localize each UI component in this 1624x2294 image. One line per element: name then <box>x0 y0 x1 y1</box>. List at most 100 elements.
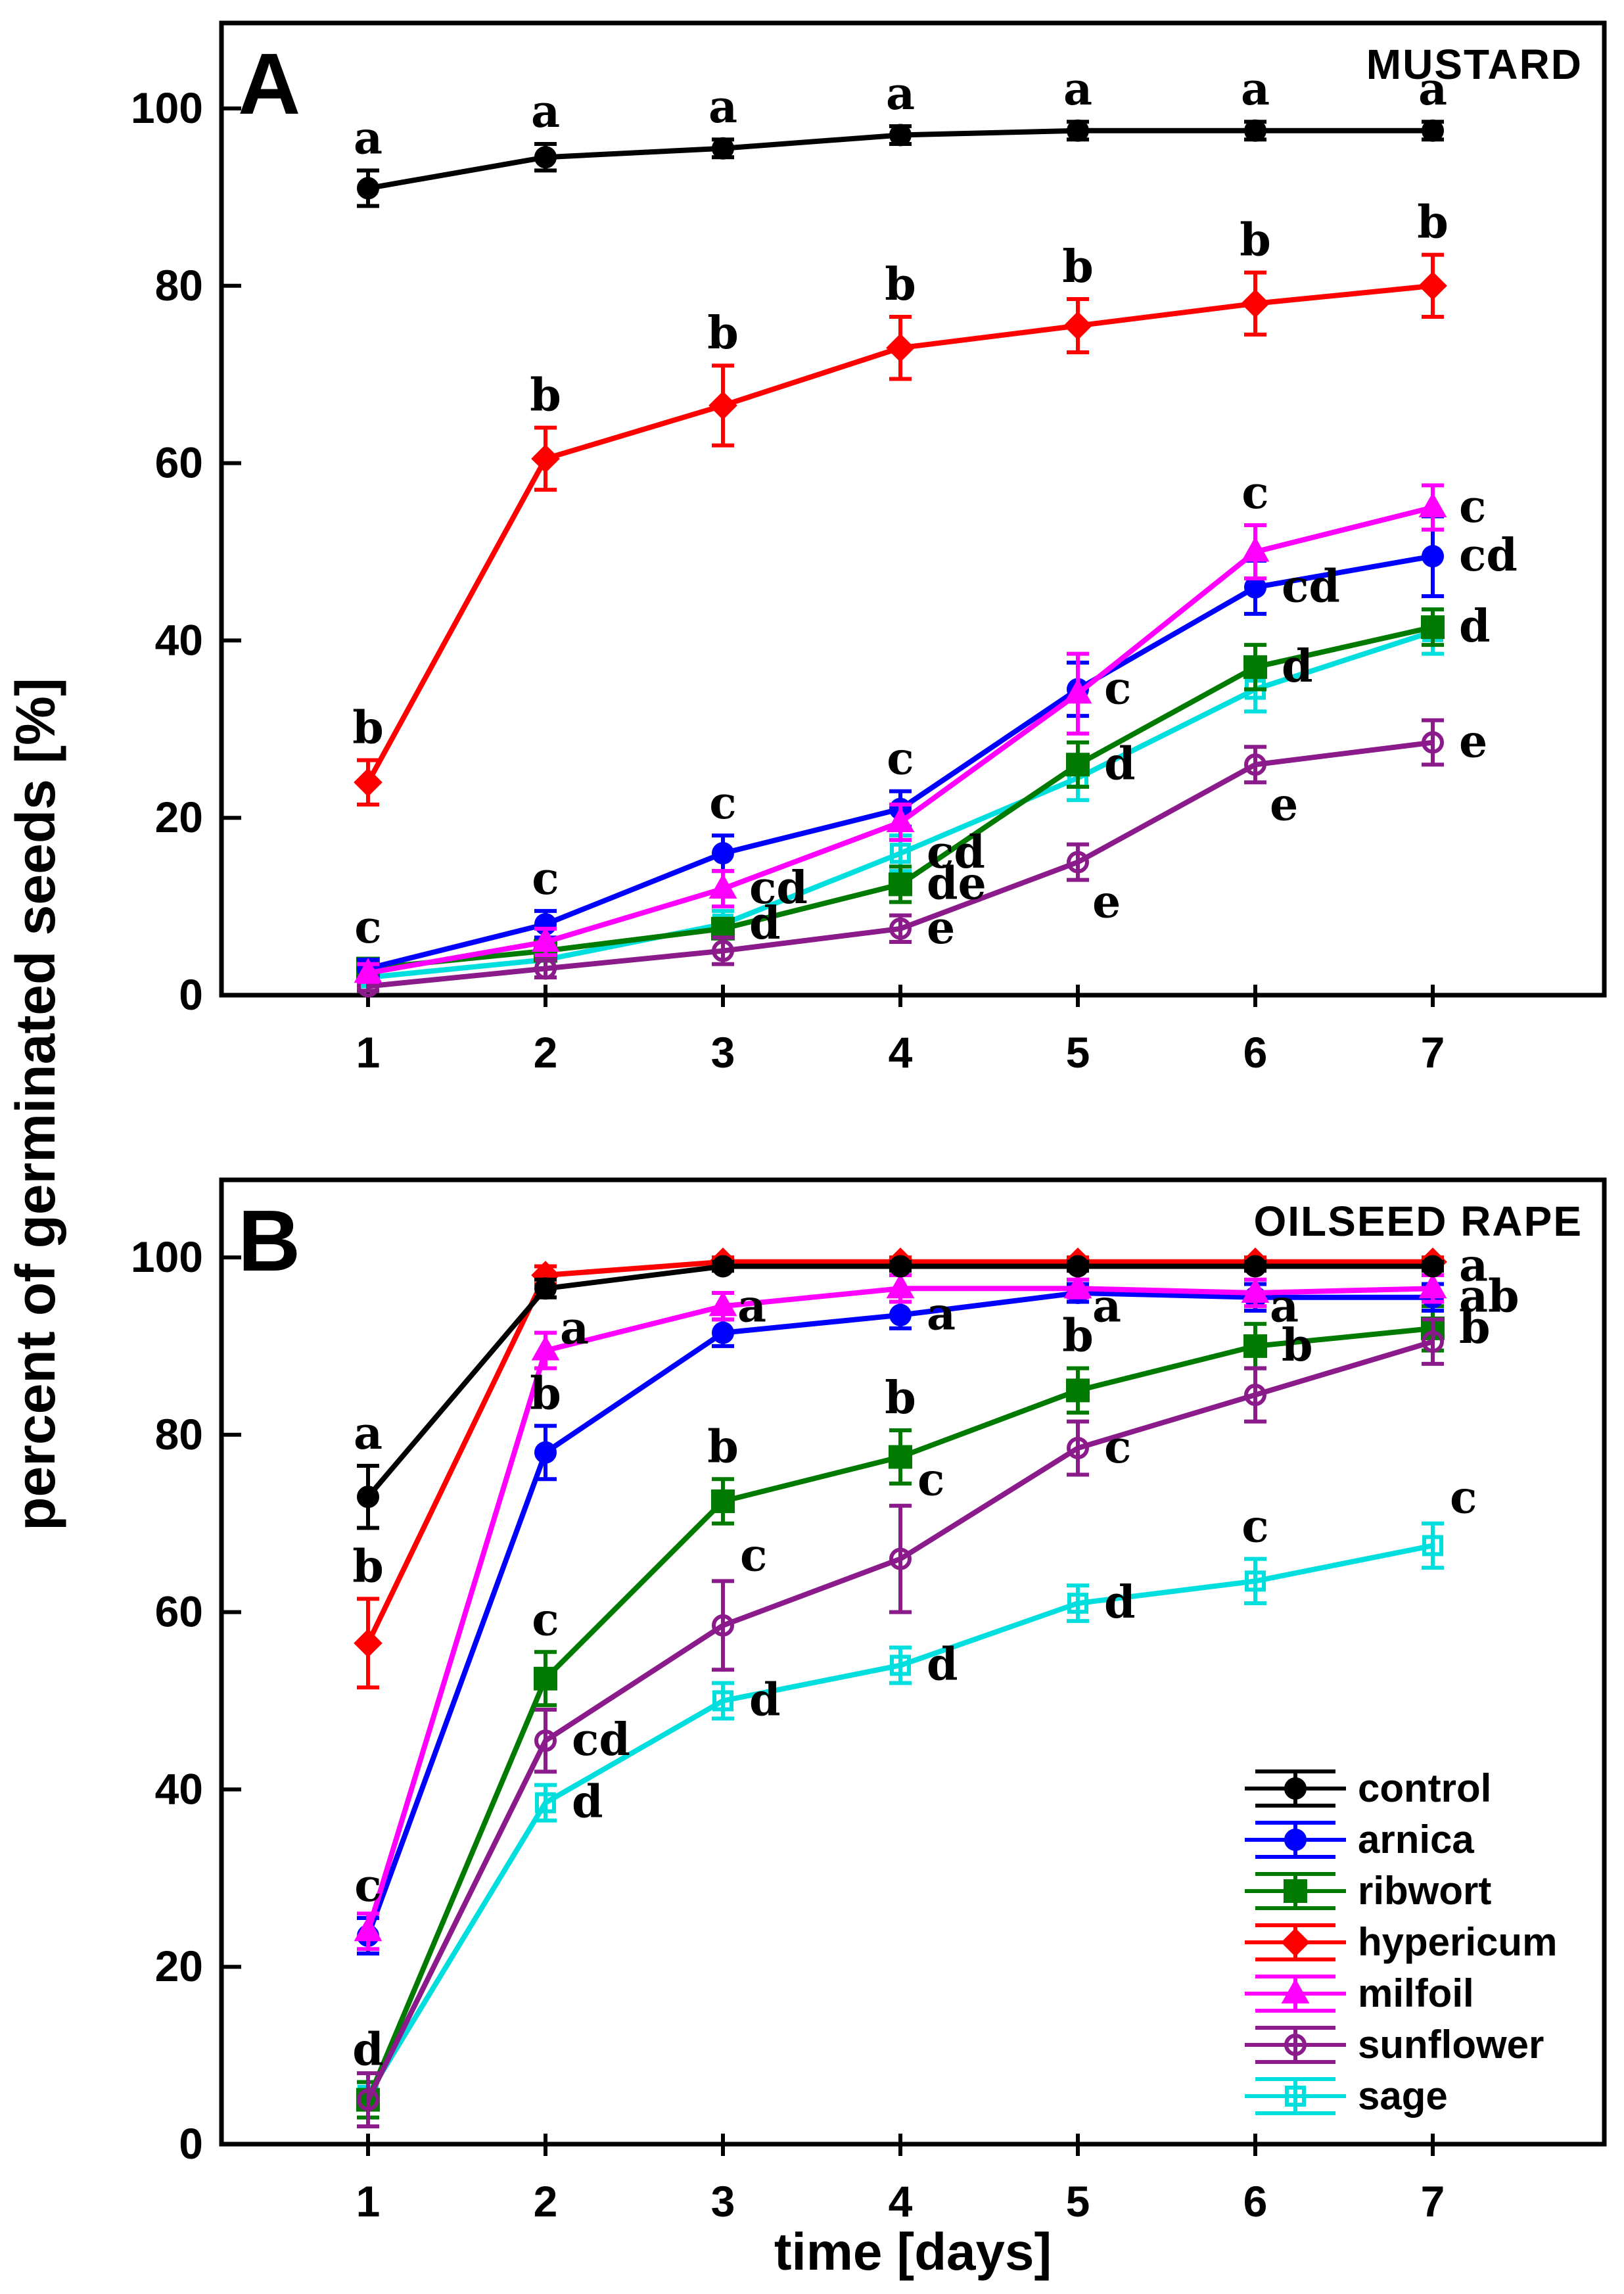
sig-letter-control: a <box>531 85 560 138</box>
series-sage-marker-icon <box>1422 1535 1443 1557</box>
sig-letter-arnica: c <box>709 777 736 830</box>
series-hypericum-marker-icon <box>1063 311 1092 340</box>
sig-letter-arnica: cd <box>1459 529 1518 582</box>
sig-letter-hypericum: b <box>1240 214 1271 267</box>
sig-letter-ribwort: d <box>1282 640 1313 693</box>
sig-letter-ribwort: d <box>1459 600 1491 653</box>
series-control-marker-icon <box>1244 119 1266 142</box>
sig-letter-sunflower: c <box>740 1529 767 1581</box>
legend-label-milfoil: milfoil <box>1358 1971 1474 2015</box>
legend-item-sage: sage <box>1240 2071 1557 2122</box>
x-tick-label: 7 <box>1421 2177 1445 2226</box>
y-tick-label: 40 <box>155 615 203 664</box>
legend-marker-hypericum <box>1245 1923 1346 1961</box>
x-tick-label: 3 <box>711 1028 735 1077</box>
sig-letter-hypericum: b <box>1062 241 1094 293</box>
x-tick-label: 2 <box>534 1028 558 1077</box>
sig-letter-sunflower: e <box>1459 716 1487 768</box>
sig-letter-sunflower: e <box>927 902 955 954</box>
series-milfoil-marker-icon <box>354 1916 383 1942</box>
sig-letter-control: a <box>886 68 915 120</box>
series-hypericum-marker-icon <box>1418 271 1447 300</box>
series-arnica-marker-icon <box>1422 545 1444 568</box>
series-sunflower-marker-icon <box>1067 1437 1089 1460</box>
y-tick-label: 80 <box>155 1410 203 1459</box>
series-control-marker-icon <box>357 1486 379 1509</box>
sig-letter-control: a <box>737 1280 766 1332</box>
sig-letter-sage: c <box>1241 1501 1268 1553</box>
series-milfoil-marker-icon <box>1241 536 1270 562</box>
sig-letter-arnica: c <box>1104 663 1131 715</box>
legend-label-ribwort: ribwort <box>1358 1869 1492 1913</box>
series-milfoil-marker-icon <box>531 1335 560 1361</box>
sig-letter-arnica: cd <box>1282 560 1340 613</box>
legend-marker-control <box>1245 1769 1346 1808</box>
sig-letter-hypericum: b <box>530 369 561 422</box>
sig-letter-milfoil: c <box>1459 480 1486 533</box>
sig-letter-ribwort: b <box>885 1372 916 1424</box>
legend-item-milfoil: milfoil <box>1240 1968 1557 2019</box>
sig-letter-control: a <box>1241 63 1270 116</box>
series-sage-marker-icon <box>1245 1570 1266 1592</box>
sig-letter-sage: cd <box>927 826 985 879</box>
series-milfoil-marker-icon <box>1241 1277 1270 1303</box>
sig-letter-control: a <box>1459 1239 1488 1292</box>
panel-frame <box>219 20 1607 998</box>
series-control <box>357 1255 1444 1530</box>
series-milfoil <box>354 483 1447 984</box>
x-tick-label: 5 <box>1066 1028 1090 1077</box>
series-sunflower-marker-icon <box>1422 731 1444 754</box>
series-ribwort-marker-icon <box>889 1445 912 1469</box>
panel-b-title: OILSEED RAPE <box>1253 1198 1583 1245</box>
sig-letter-hypericum: b <box>707 307 739 360</box>
legend-label-control: control <box>1358 1766 1492 1810</box>
series-control-marker-icon <box>1422 119 1444 142</box>
series-sage <box>357 1521 1444 2111</box>
sig-letter-control: a <box>708 81 737 133</box>
y-tick-label: 0 <box>179 970 203 1019</box>
series-sunflower-marker-icon <box>534 957 557 980</box>
series-arnica-marker-icon <box>889 1303 912 1326</box>
sig-letter-sage: d <box>572 1776 603 1829</box>
sig-letter-sage: d <box>749 1674 781 1727</box>
sig-letter-milfoil: c <box>1241 467 1268 519</box>
series-milfoil-marker-icon <box>708 874 737 899</box>
sig-letter-arnica: c <box>354 901 381 954</box>
series-milfoil-marker-icon <box>1063 678 1092 704</box>
legend-marker-sunflower <box>1245 2026 1346 2064</box>
series-sage-marker-icon <box>1067 1593 1088 1614</box>
series-hypericum-marker-icon <box>1241 289 1270 318</box>
legend-label-arnica: arnica <box>1358 1817 1474 1861</box>
sig-letter-arnica: b <box>530 1367 561 1420</box>
sig-letter-sunflower: e <box>1270 778 1298 831</box>
x-tick-label: 2 <box>534 2177 558 2226</box>
series-milfoil-marker-icon <box>1418 492 1447 518</box>
sig-letter-arnica: c <box>887 733 914 785</box>
sig-letter-sunflower: e <box>1092 876 1121 929</box>
sig-letter-ribwort: c <box>532 1593 559 1646</box>
y-tick-label: 20 <box>155 1942 203 1990</box>
legend-label-hypericum: hypericum <box>1358 1920 1558 1964</box>
x-tick-label: 4 <box>889 1028 913 1077</box>
y-axis-title: percent of germinated seeds [%] <box>5 678 66 1531</box>
series-hypericum <box>354 252 1447 807</box>
sig-letter-ribwort: b <box>1282 1319 1313 1372</box>
series-control-marker-icon <box>534 1277 557 1300</box>
series-control-marker-icon <box>1067 119 1089 142</box>
sig-letter-hypericum: b <box>1417 197 1449 249</box>
sig-letter-control: a <box>1418 63 1447 116</box>
sig-letter-sunflower: cd <box>572 1714 630 1766</box>
legend-marker-milfoil <box>1245 1975 1346 2013</box>
series-sunflower-marker-icon <box>712 1614 734 1637</box>
panel-a-letter: A <box>238 35 301 132</box>
sig-letter-sage: c <box>1450 1472 1477 1524</box>
series-milfoil-marker-icon <box>354 958 383 983</box>
legend-arnica-marker-icon <box>1284 1829 1307 1851</box>
series-sunflower-marker-icon <box>889 917 912 940</box>
series-milfoil-marker-icon <box>1063 1273 1092 1299</box>
series-control-marker-icon <box>889 124 912 147</box>
series-hypericum-marker-icon <box>354 768 383 797</box>
sig-letter-ribwort: d <box>1104 737 1136 790</box>
series-ribwort-marker-icon <box>889 872 912 897</box>
